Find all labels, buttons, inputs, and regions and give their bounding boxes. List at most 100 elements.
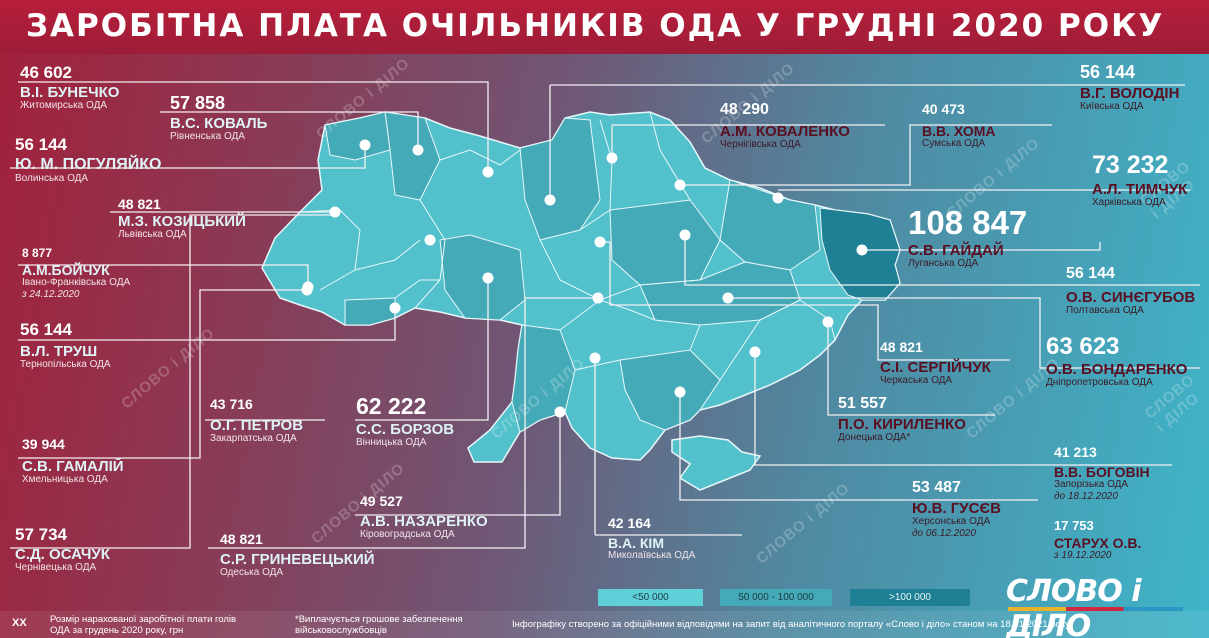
salary-value: 42 164 xyxy=(608,515,651,531)
region-name: Львівська ОДА xyxy=(118,229,187,240)
line-synegubov xyxy=(684,235,1200,286)
line-bohovin xyxy=(754,352,1172,466)
salary-value: 73 232 xyxy=(1092,151,1169,179)
salary-value: 56 144 xyxy=(20,320,72,339)
salary-value: 49 527 xyxy=(360,493,403,509)
region-name: Хмельницька ОДА xyxy=(22,474,108,485)
official-name: А.М.БОЙЧУК xyxy=(22,262,110,278)
footer-source: Інфографіку створено за офіційними відпо… xyxy=(512,619,1070,630)
line-nazarenko xyxy=(355,412,561,516)
region-odesa xyxy=(511,324,576,433)
official-label: 62 222 С.С. БОРЗОВ Вінницька ОДА xyxy=(356,395,454,449)
region-name: Київська ОДА xyxy=(1080,101,1144,112)
salary-value: 48 290 xyxy=(720,101,769,118)
official-label: 53 487 Ю.В. ГУСЄВ Херсонська ОДА до 06.1… xyxy=(912,480,1001,539)
region-volyn xyxy=(324,111,391,161)
line-trush xyxy=(18,308,396,341)
footer: XX Розмір нарахованої заробітної плати г… xyxy=(0,611,1209,638)
region-name: Луганська ОДА xyxy=(908,258,979,269)
line-boichuk xyxy=(18,264,309,287)
official-name: О.В. СИНЄГУБОВ xyxy=(1066,289,1196,306)
official-label: 39 944 С.В. ГАМАЛІЙ Хмельницька ОДА xyxy=(22,437,124,486)
official-name: В.Л. ТРУШ xyxy=(20,343,98,360)
region-name: Житомирська ОДА xyxy=(20,100,108,111)
official-name: С.І. СЕРГІЙЧУК xyxy=(880,359,991,376)
region-kyiv xyxy=(519,117,601,241)
salary-value: 56 144 xyxy=(15,135,67,154)
official-name: П.О. КИРИЛЕНКО xyxy=(838,416,966,433)
official-name: В.В. ХОМА xyxy=(922,123,996,139)
official-name: А.М. КОВАЛЕНКО xyxy=(720,123,850,140)
salary-value: 51 557 xyxy=(838,395,887,412)
region-name: Волинська ОДА xyxy=(15,173,89,184)
line-khoma xyxy=(680,124,1052,186)
official-label: 56 144 В.Г. ВОЛОДІН Київська ОДА xyxy=(1080,63,1179,113)
line-osachuk xyxy=(10,214,335,549)
official-name: М.З. КОЗИЦЬКИЙ xyxy=(118,213,246,230)
line-pohuliaiko xyxy=(10,145,366,169)
date-note: з 24.12.2020 xyxy=(22,288,80,300)
official-name: Ю. М. ПОГУЛЯЙКО xyxy=(15,156,162,173)
region-name: Дніпропетровська ОДА xyxy=(1046,377,1153,388)
salary-value: 40 473 xyxy=(922,101,965,117)
region-name: Сумська ОДА xyxy=(922,138,986,149)
salary-value: 41 213 xyxy=(1054,444,1097,460)
footer-size-note: Розмір нарахованої заробітної плати голі… xyxy=(50,614,237,637)
official-label: 56 144 В.Л. ТРУШ Тернопільська ОДА xyxy=(20,321,111,371)
salary-value: 63 623 xyxy=(1046,333,1120,360)
line-kyrylenko xyxy=(827,322,995,416)
logo-underline xyxy=(1008,607,1183,611)
official-label: 51 557 П.О. КИРИЛЕНКО Донецька ОДА* xyxy=(838,396,966,444)
leader-lines xyxy=(10,81,1200,549)
official-label: 17 753 СТАРУХ О.В. з 19.12.2020 xyxy=(1054,519,1141,562)
official-name: С.С. БОРЗОВ xyxy=(356,421,455,438)
region-name: Закарпатська ОДА xyxy=(210,433,297,444)
region-name: Запорізька ОДА xyxy=(1054,479,1129,490)
official-label: 40 473 В.В. ХОМА Сумська ОДА xyxy=(922,102,996,150)
salary-value: 39 944 xyxy=(22,436,65,452)
official-label: 48 821 М.З. КОЗИЦЬКИЙ Львівська ОДА xyxy=(118,197,246,241)
region-name: Вінницька ОДА xyxy=(356,437,427,448)
footer-military-note: *Виплачується грошове забезпечення війсь… xyxy=(295,614,463,637)
title-bar: ЗАРОБІТНА ПЛАТА ОЧІЛЬНИКІВ ОДА У ГРУДНІ … xyxy=(0,0,1209,54)
official-name: СТАРУХ О.В. xyxy=(1054,535,1142,551)
line-haidai xyxy=(862,242,1101,251)
salary-value: 56 144 xyxy=(1066,265,1115,282)
official-name: В.В. БОГОВІН xyxy=(1054,464,1150,480)
line-husiev xyxy=(679,392,1038,501)
official-label: 56 144 Ю. М. ПОГУЛЯЙКО Волинська ОДА xyxy=(15,136,161,185)
official-name: Ю.В. ГУСЄВ xyxy=(912,500,1001,517)
salary-value: 57 858 xyxy=(170,93,226,113)
logo: СЛОВО і ДІЛО xyxy=(1006,574,1142,638)
official-label: 46 602 В.І. БУНЕЧКО Житомирська ОДА xyxy=(20,64,119,112)
official-name: О.В. БОНДАРЕНКО xyxy=(1046,361,1188,378)
region-vinnytsia xyxy=(439,234,526,321)
salary-value: 57 734 xyxy=(15,525,67,544)
salary-value: 53 487 xyxy=(912,479,961,496)
line-serhiichuk xyxy=(600,241,1010,361)
official-name: С.В. ГАЙДАЙ xyxy=(908,242,1004,259)
salary-value: 48 821 xyxy=(118,196,161,212)
salary-value: 43 716 xyxy=(210,396,253,412)
official-label: 56 144 О.В. СИНЄГУБОВ Полтавська ОДА xyxy=(1066,266,1195,317)
line-bunechko xyxy=(18,81,489,172)
official-label: 73 232 А.Л. ТИМЧУК Харківська ОДА xyxy=(1092,153,1187,209)
official-label: 49 527 А.В. НАЗАРЕНКО Кіровоградська ОДА xyxy=(360,494,488,541)
legend-high: >100 000 xyxy=(850,589,970,606)
salary-value: 108 847 xyxy=(908,204,1028,241)
region-name: Черкаська ОДА xyxy=(880,375,953,386)
official-name: В.Г. ВОЛОДІН xyxy=(1080,85,1180,102)
line-koval xyxy=(160,111,419,150)
salary-value: 17 753 xyxy=(1054,518,1094,533)
official-name: С.Д. ОСАЧУК xyxy=(15,546,110,563)
line-borzov xyxy=(355,278,489,421)
region-kharkiv xyxy=(719,179,821,271)
region-name: Кіровоградська ОДА xyxy=(360,529,455,540)
region-name: Чернігівська ОДА xyxy=(720,139,801,150)
region-name: Полтавська ОДА xyxy=(1066,305,1144,316)
legend-mid: 50 000 - 100 000 xyxy=(720,589,832,606)
official-label: 108 847 С.В. ГАЙДАЙ Луганська ОДА xyxy=(908,206,1027,270)
city-dots xyxy=(301,139,868,418)
official-name: В.А. КІМ xyxy=(608,535,664,551)
